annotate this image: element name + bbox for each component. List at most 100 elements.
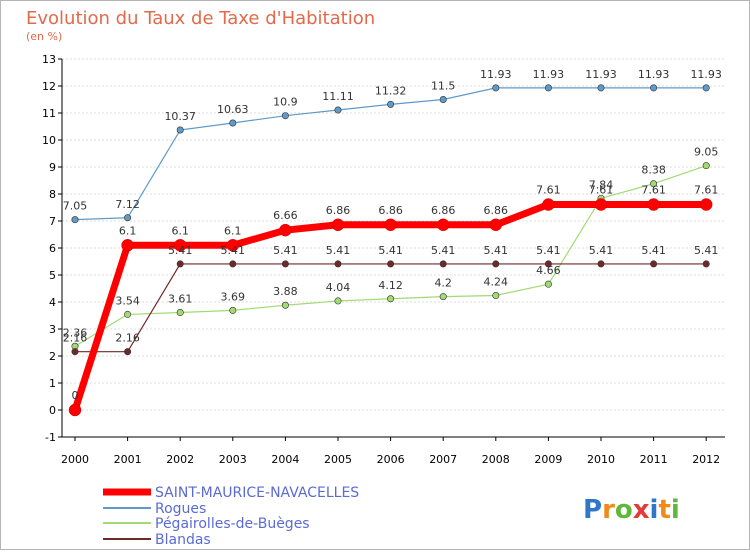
data-point: [597, 260, 605, 268]
y-tick-label: 11: [42, 107, 56, 120]
data-label: 11.93: [585, 68, 617, 81]
data-point: [71, 216, 79, 224]
data-point: [384, 218, 397, 232]
data-point: [544, 280, 552, 288]
data-label: 2.16: [63, 332, 88, 345]
data-label: 11.32: [375, 84, 407, 97]
data-point: [229, 119, 237, 127]
chart-title: Evolution du Taux de Taxe d'Habitation: [26, 8, 375, 29]
data-point: [68, 403, 82, 417]
x-tick-label: 2005: [324, 453, 352, 466]
y-tick-label: 10: [42, 134, 56, 147]
data-label: 10.63: [217, 103, 249, 116]
data-labels: 7.05 7.12 10.37 10.63 10.9 11.11 11.32 11.5 11.9…: [63, 68, 722, 402]
data-label: 3.69: [221, 290, 246, 303]
data-label: 7.61: [694, 184, 719, 197]
data-point: [387, 295, 395, 303]
data-label: 5.41: [484, 244, 509, 257]
data-label: 11.93: [480, 68, 512, 81]
data-label: 6.66: [273, 209, 298, 222]
series-3: [71, 260, 710, 356]
data-label: 9.05: [694, 146, 719, 159]
data-point: [387, 260, 395, 268]
data-point: [650, 84, 658, 92]
x-tick-label: 2006: [377, 453, 405, 466]
y-tick-label: 1: [49, 377, 56, 390]
data-point: [281, 301, 289, 309]
x-tick-label: 2003: [219, 453, 247, 466]
y-tick-label: 4: [49, 296, 56, 309]
data-label: 10.37: [164, 110, 196, 123]
legend-label: SAINT-MAURICE-NAVACELLES: [155, 485, 359, 501]
data-label: 7.61: [536, 184, 561, 197]
data-label: 5.41: [694, 244, 719, 257]
data-point: [542, 198, 555, 211]
data-point: [702, 162, 710, 170]
data-label: 5.41: [378, 244, 403, 257]
data-label: 6.1: [224, 224, 242, 237]
data-label: 4.12: [378, 279, 403, 292]
data-point: [492, 84, 500, 92]
legend-label: Pégairolles-de-Buèges: [155, 516, 310, 532]
data-label: 7.84: [589, 178, 614, 191]
data-label: 7.05: [63, 200, 88, 213]
series-0: [68, 198, 713, 417]
x-tick-label: 2009: [534, 453, 562, 466]
y-tick-label: 12: [42, 80, 56, 93]
data-label: 6.86: [378, 204, 403, 217]
y-tick-label: 3: [49, 323, 56, 336]
data-point: [387, 100, 395, 108]
data-point: [594, 198, 608, 211]
data-point: [544, 260, 552, 268]
data-label: 4.04: [326, 281, 351, 294]
data-label: 6.86: [326, 204, 351, 217]
x-tick-label: 2012: [692, 453, 720, 466]
data-label: 11.93: [533, 68, 565, 81]
legend-item: Blandas: [103, 532, 211, 548]
data-label: 6.86: [484, 204, 509, 217]
data-point: [436, 218, 450, 232]
y-tick-label: 0: [49, 404, 56, 417]
data-label: 11.11: [322, 90, 354, 103]
data-label: 5.41: [273, 244, 298, 257]
data-point: [544, 84, 552, 92]
y-tick-label: 7: [49, 215, 56, 228]
data-point: [229, 260, 237, 268]
proxiti-logo: Proxiti: [583, 495, 680, 525]
data-label: 3.88: [273, 285, 298, 298]
data-label: 4.66: [536, 264, 561, 277]
data-point: [489, 218, 503, 232]
data-label: 0: [72, 389, 79, 402]
legend-item: Rogues: [103, 501, 206, 517]
data-point: [492, 292, 500, 300]
data-label: 5.41: [326, 244, 351, 257]
data-label: 7.61: [641, 184, 666, 197]
y-tick-label: 2: [49, 350, 56, 363]
data-label: 6.1: [171, 224, 189, 237]
data-point: [439, 293, 447, 301]
data-point: [176, 126, 184, 134]
legend: SAINT-MAURICE-NAVACELLESRoguesPégairolle…: [103, 485, 359, 548]
x-tick-label: 2000: [61, 453, 89, 466]
data-label: 7.12: [115, 198, 140, 211]
data-point: [439, 260, 447, 268]
data-point: [650, 180, 658, 188]
data-point: [702, 84, 710, 92]
chart-subtitle: (en %): [26, 30, 62, 43]
data-point: [650, 260, 658, 268]
legend-item: SAINT-MAURICE-NAVACELLES: [103, 485, 359, 501]
data-label: 4.2: [434, 277, 452, 290]
data-point: [699, 198, 713, 211]
data-point: [439, 96, 447, 104]
legend-label: Rogues: [155, 501, 206, 517]
data-label: 2.36: [63, 326, 88, 339]
data-point: [334, 260, 342, 268]
gridlines: [62, 58, 725, 411]
data-label: 6.1: [119, 224, 137, 237]
data-label: 5.41: [641, 244, 666, 257]
data-label: 3.61: [168, 293, 193, 306]
y-tick-label: 5: [49, 269, 56, 282]
x-tick-label: 2008: [482, 453, 510, 466]
